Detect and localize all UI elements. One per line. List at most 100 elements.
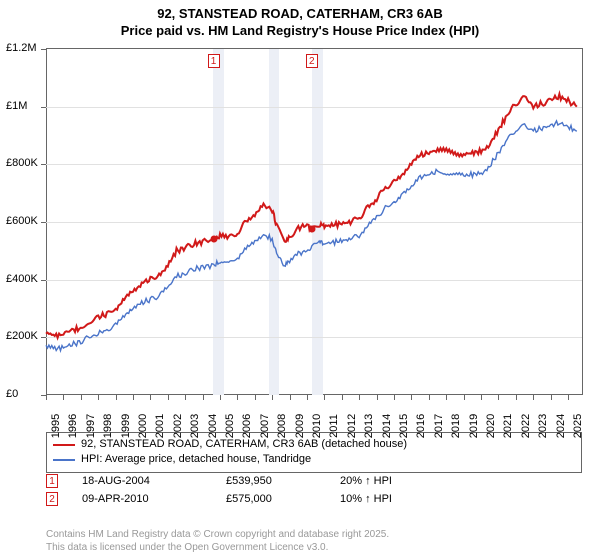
x-tick-label: 2013 [363,414,375,438]
x-tick [498,395,499,400]
sale-date: 18-AUG-2004 [82,475,202,487]
y-tick [41,222,46,223]
x-tick [568,395,569,400]
y-tick [41,337,46,338]
x-tick-label: 2020 [485,414,497,438]
title-line-2: Price paid vs. HM Land Registry's House … [0,23,600,40]
x-tick [551,395,552,400]
x-tick-label: 1996 [67,414,79,438]
x-tick-label: 1999 [120,414,132,438]
sales-table: 1 18-AUG-2004 £539,950 20% ↑ HPI 2 09-APR-201… [46,474,582,510]
sale-price: £575,000 [226,493,316,505]
x-tick [394,395,395,400]
x-tick-label: 2005 [224,414,236,438]
y-tick-label: £0 [6,388,18,400]
x-tick [185,395,186,400]
x-tick [133,395,134,400]
y-tick-label: £800K [6,157,38,169]
x-tick-label: 2011 [328,414,340,438]
sale-date: 09-APR-2010 [82,493,202,505]
x-tick-label: 2024 [555,414,567,438]
sale-badge: 2 [46,492,58,506]
x-tick-label: 2019 [468,414,480,438]
x-tick [220,395,221,400]
x-tick [63,395,64,400]
x-tick [46,395,47,400]
x-tick [237,395,238,400]
sale-marker-dot [308,226,315,233]
footer-line-2: This data is licensed under the Open Gov… [46,541,389,554]
x-tick-label: 2004 [207,414,219,438]
x-tick-label: 2001 [154,414,166,438]
title-line-1: 92, STANSTEAD ROAD, CATERHAM, CR3 6AB [0,6,600,23]
x-tick-label: 2003 [189,414,201,438]
sale-vs-hpi: 20% ↑ HPI [340,475,430,487]
x-tick [98,395,99,400]
y-tick [41,107,46,108]
x-tick [150,395,151,400]
line-series-svg [46,49,582,395]
y-tick-label: £1M [6,100,27,112]
x-tick [411,395,412,400]
chart-container: 92, STANSTEAD ROAD, CATERHAM, CR3 6AB Pr… [0,0,600,560]
x-tick [342,395,343,400]
x-tick-label: 2006 [241,414,253,438]
x-tick-label: 1997 [85,414,97,438]
x-tick-label: 1998 [102,414,114,438]
sale-badge: 1 [46,474,58,488]
x-tick-label: 2022 [520,414,532,438]
legend-item: HPI: Average price, detached house, Tand… [53,452,575,467]
x-tick-label: 2016 [415,414,427,438]
legend-item: 92, STANSTEAD ROAD, CATERHAM, CR3 6AB (d… [53,437,575,452]
chart-plot-area: 12 [46,48,583,395]
series-line [46,94,577,338]
legend-swatch [53,444,75,446]
x-tick-label: 2000 [137,414,149,438]
y-tick-label: £200K [6,330,38,342]
y-tick-label: £1.2M [6,42,37,54]
x-tick [533,395,534,400]
x-tick-label: 2015 [398,414,410,438]
y-tick [41,49,46,50]
title-block: 92, STANSTEAD ROAD, CATERHAM, CR3 6AB Pr… [0,0,600,40]
footer-line-1: Contains HM Land Registry data © Crown c… [46,528,389,541]
x-tick [168,395,169,400]
x-tick [81,395,82,400]
x-tick [377,395,378,400]
legend-label: HPI: Average price, detached house, Tand… [81,452,311,467]
x-tick-label: 2008 [276,414,288,438]
x-tick-label: 2025 [572,414,584,438]
x-tick-label: 2023 [537,414,549,438]
x-tick-label: 2012 [346,414,358,438]
x-tick-label: 2002 [172,414,184,438]
sale-price: £539,950 [226,475,316,487]
x-tick-label: 2021 [502,414,514,438]
sale-marker-dot [210,236,217,243]
x-tick-label: 2009 [294,414,306,438]
y-tick [41,280,46,281]
x-tick [464,395,465,400]
x-tick [324,395,325,400]
sale-marker-badge: 2 [306,54,318,68]
y-tick-label: £400K [6,273,38,285]
series-line [46,121,577,351]
x-tick-label: 2010 [311,414,323,438]
x-tick [272,395,273,400]
x-tick [290,395,291,400]
x-tick [307,395,308,400]
x-tick-label: 2007 [259,414,271,438]
sale-row: 1 18-AUG-2004 £539,950 20% ↑ HPI [46,474,582,488]
footer-attribution: Contains HM Land Registry data © Crown c… [46,528,389,554]
sale-marker-badge: 1 [208,54,220,68]
x-tick [203,395,204,400]
sale-row: 209-APR-2010£575,00010% ↑ HPI [46,492,582,506]
x-tick [481,395,482,400]
x-tick-label: 2014 [381,414,393,438]
x-tick-label: 2017 [433,414,445,438]
x-tick-label: 1995 [50,414,62,438]
x-tick [359,395,360,400]
legend-swatch [53,459,75,461]
legend-label: 92, STANSTEAD ROAD, CATERHAM, CR3 6AB (d… [81,437,407,452]
x-tick [255,395,256,400]
x-tick [446,395,447,400]
